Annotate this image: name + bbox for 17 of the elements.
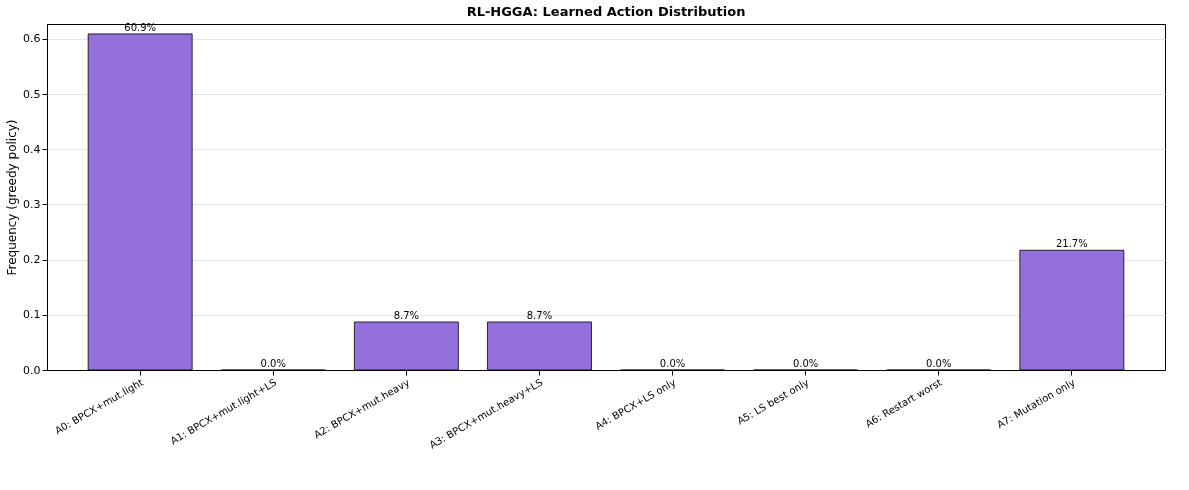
- y-tick-label: 0.2: [23, 253, 41, 267]
- y-tick-label: 0.1: [23, 308, 41, 322]
- y-tick-label: 0.3: [23, 197, 41, 211]
- data-label: 0.0%: [659, 358, 686, 369]
- data-label: 0.0%: [926, 358, 952, 369]
- y-tick-label: 0.5: [23, 87, 41, 101]
- data-label: 0.0%: [792, 358, 819, 369]
- chart-title: RL-HGGA: Learned Action Distribution: [466, 3, 746, 19]
- data-label: 8.7%: [393, 309, 420, 321]
- y-axis-title: Frequency (greedy policy): [5, 119, 20, 276]
- x-tick-label: A5: LS best only: [735, 376, 811, 427]
- data-label: 21.7%: [1055, 238, 1088, 250]
- y-tick-label: 0.4: [23, 142, 41, 156]
- data-label: 0.0%: [260, 358, 286, 369]
- y-tick-label: 0.6: [23, 32, 41, 46]
- y-tick-label: 0.0: [23, 363, 41, 377]
- data-label: 8.7%: [526, 309, 553, 321]
